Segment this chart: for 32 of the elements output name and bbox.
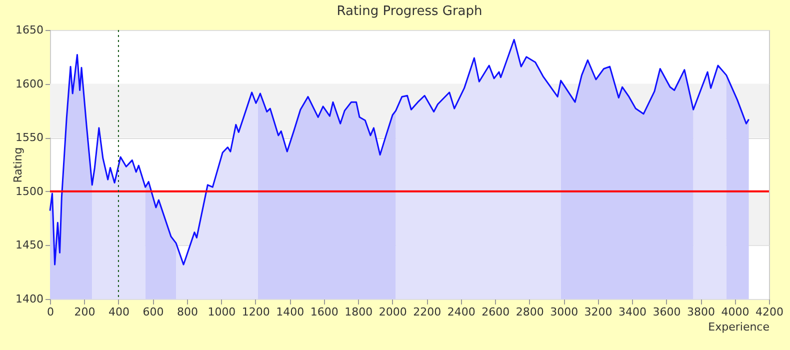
x-tick-label: 600 bbox=[142, 306, 164, 318]
chart-title: Rating Progress Graph bbox=[336, 4, 482, 19]
x-tick-label: 3400 bbox=[618, 306, 647, 318]
x-tick-label: 2800 bbox=[516, 306, 544, 318]
y-tick-label: 1650 bbox=[16, 24, 44, 36]
x-axis-title: Experience bbox=[708, 320, 770, 334]
y-tick-label: 1400 bbox=[16, 292, 44, 306]
x-tick-label: 2200 bbox=[413, 306, 442, 318]
x-tick-label: 1200 bbox=[242, 306, 270, 318]
y-tick-label: 1550 bbox=[16, 131, 44, 144]
x-tick-label: 3600 bbox=[652, 306, 681, 318]
x-tick-label: 4000 bbox=[721, 306, 750, 318]
x-tick-label: 800 bbox=[176, 306, 198, 318]
x-tick-label: 1800 bbox=[344, 306, 373, 318]
x-tick-label: 4200 bbox=[756, 306, 784, 318]
x-tick-label: 2000 bbox=[378, 306, 407, 318]
x-tick-label: 3000 bbox=[550, 306, 578, 318]
x-tick-label: 1600 bbox=[310, 306, 338, 318]
y-tick-label: 1500 bbox=[16, 184, 44, 198]
line-series bbox=[49, 38, 750, 266]
x-tick-label: 1400 bbox=[276, 306, 304, 318]
x-tick-label: 200 bbox=[74, 306, 96, 318]
y-tick-label: 1450 bbox=[16, 238, 44, 252]
x-tick-label: 1000 bbox=[208, 306, 236, 318]
y-axis-title: Rating bbox=[12, 147, 24, 183]
x-tick-label: 3800 bbox=[687, 306, 716, 318]
x-tick-label: 400 bbox=[108, 306, 130, 318]
x-tick-label: 2600 bbox=[482, 306, 510, 318]
x-tick-label: 0 bbox=[47, 306, 54, 318]
x-tick-label: 2400 bbox=[447, 306, 476, 318]
x-tick-label: 3200 bbox=[584, 306, 612, 318]
y-tick-label: 1600 bbox=[16, 77, 44, 90]
